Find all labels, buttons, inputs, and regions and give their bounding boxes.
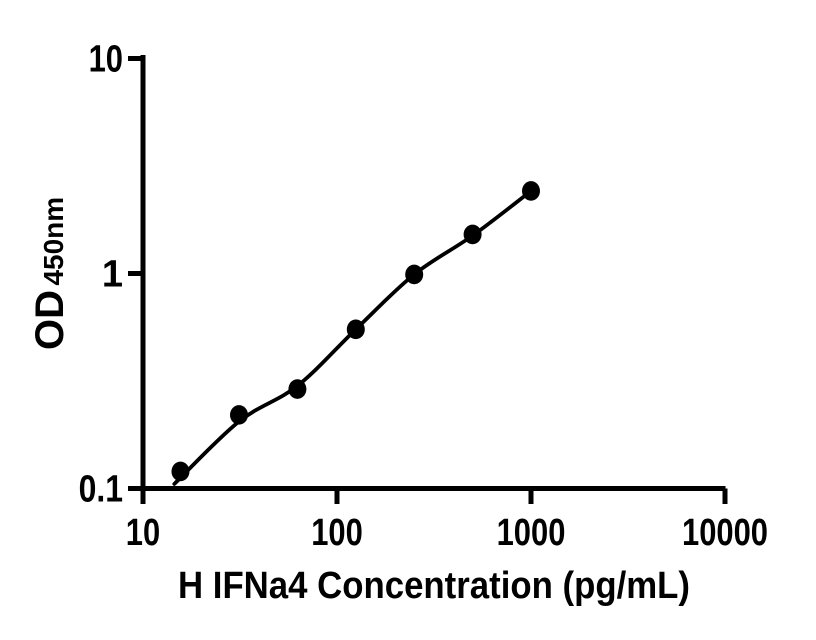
y-tick-label: 1 [102,254,123,296]
x-axis-title: H IFNa4 Concentration (pg/mL) [178,565,690,607]
y-axis-title-main: OD [28,290,72,350]
data-point [230,405,249,425]
data-point [346,319,365,340]
x-tick-label: 10 [126,512,160,554]
y-axis-title: OD 450nm [28,197,72,350]
y-axis-title-sub: 450nm [38,197,69,286]
x-tick-label: 1000 [497,512,566,554]
x-tick-label: 100 [311,512,363,554]
data-point [463,224,482,245]
y-tick-label: 10 [89,39,123,81]
x-tick-label: 10000 [682,512,768,554]
data-point [288,379,307,399]
data-point [405,264,424,285]
data-point [171,461,190,482]
y-tick-label: 0.1 [79,469,123,511]
data-point [522,181,540,201]
